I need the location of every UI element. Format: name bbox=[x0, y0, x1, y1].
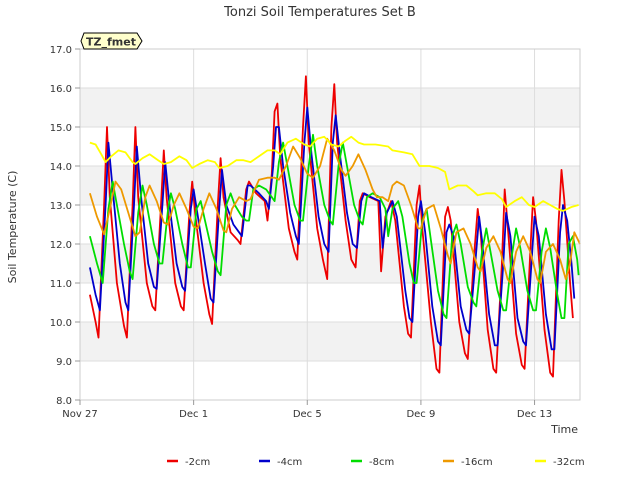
y-axis-label: Soil Temperature (C) bbox=[6, 171, 19, 284]
x-tick-label: Dec 9 bbox=[406, 409, 435, 420]
legend-label: -32cm bbox=[553, 457, 585, 468]
y-tick-label: 16.0 bbox=[50, 84, 72, 95]
legend-label: -16cm bbox=[461, 457, 493, 468]
y-tick-label: 13.0 bbox=[50, 201, 72, 212]
chart-title: Tonzi Soil Temperatures Set B bbox=[223, 5, 416, 20]
y-tick-label: 15.0 bbox=[50, 123, 72, 134]
y-tick-label: 17.0 bbox=[50, 45, 72, 56]
band bbox=[80, 322, 580, 361]
legend-label: -8cm bbox=[369, 457, 394, 468]
y-axis-ticks: 8.0 9.0 10.0 11.0 12.0 13.0 14.0 15.0 16.0 17.0 bbox=[50, 45, 80, 407]
series-line-32cmcm bbox=[89, 135, 579, 212]
series-lines bbox=[89, 75, 581, 378]
x-tick-label: Dec 5 bbox=[293, 409, 322, 420]
y-tick-label: 12.0 bbox=[50, 240, 72, 251]
x-axis-label: Time bbox=[550, 423, 578, 436]
x-axis-ticks: Nov 27 Dec 1 Dec 5 Dec 9 Dec 13 bbox=[62, 400, 552, 420]
y-tick-label: 8.0 bbox=[56, 396, 72, 407]
y-tick-label: 14.0 bbox=[50, 162, 72, 173]
y-tick-label: 9.0 bbox=[56, 357, 72, 368]
x-tick-label: Nov 27 bbox=[62, 409, 97, 420]
y-tick-label: 10.0 bbox=[50, 318, 72, 329]
legend-label: -4cm bbox=[277, 457, 302, 468]
annotation-badge: TZ_fmet bbox=[80, 32, 143, 50]
band bbox=[80, 88, 580, 127]
y-tick-label: 11.0 bbox=[50, 279, 72, 290]
x-tick-label: Dec 1 bbox=[179, 409, 208, 420]
annotation-label: TZ_fmet bbox=[86, 36, 136, 49]
legend: -2cm -4cm -8cm -16cm -32cm bbox=[167, 457, 585, 468]
series-line-2cmcm bbox=[89, 75, 574, 378]
series-line-16cmcm bbox=[89, 137, 581, 284]
legend-label: -2cm bbox=[185, 457, 210, 468]
x-tick-label: Dec 13 bbox=[517, 409, 552, 420]
plot-border bbox=[79, 48, 581, 401]
